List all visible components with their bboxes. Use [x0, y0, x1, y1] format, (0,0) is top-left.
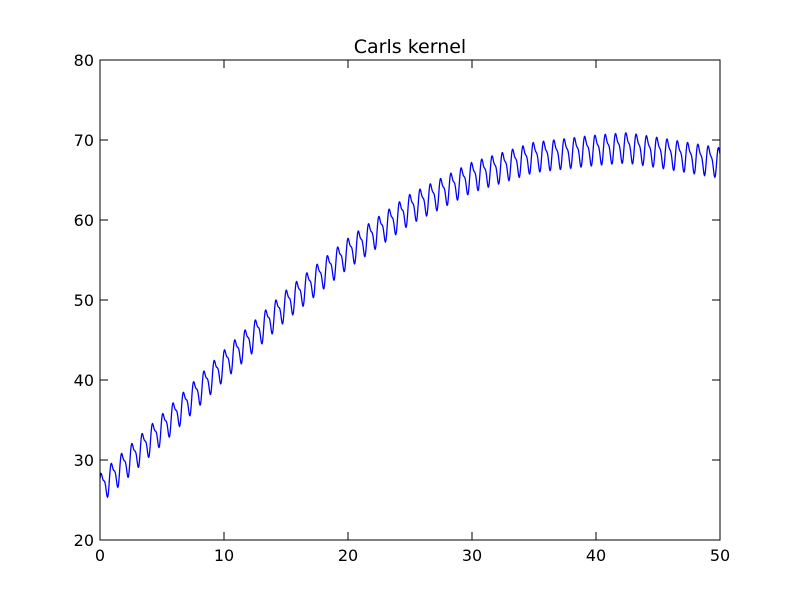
x-tick-label: 30	[462, 546, 482, 565]
series-line-1	[100, 132, 720, 499]
plot-area	[100, 132, 720, 499]
y-tick-label: 60	[74, 211, 94, 230]
x-tick-label: 20	[338, 546, 358, 565]
y-tick-label: 70	[74, 131, 94, 150]
y-tick-label: 30	[74, 451, 94, 470]
y-tick-label: 20	[74, 531, 94, 550]
x-tick-label: 50	[710, 546, 730, 565]
x-tick-label: 40	[586, 546, 606, 565]
chart-title: Carls kernel	[354, 36, 466, 58]
x-tick-label: 10	[214, 546, 234, 565]
y-tick-label: 50	[74, 291, 94, 310]
x-tick-label: 0	[95, 546, 105, 565]
y-tick-label: 80	[74, 51, 94, 70]
axes: 0 10 20 30 40 50 20 30 40 50 60 70 80	[74, 51, 731, 565]
y-tick-label: 40	[74, 371, 94, 390]
